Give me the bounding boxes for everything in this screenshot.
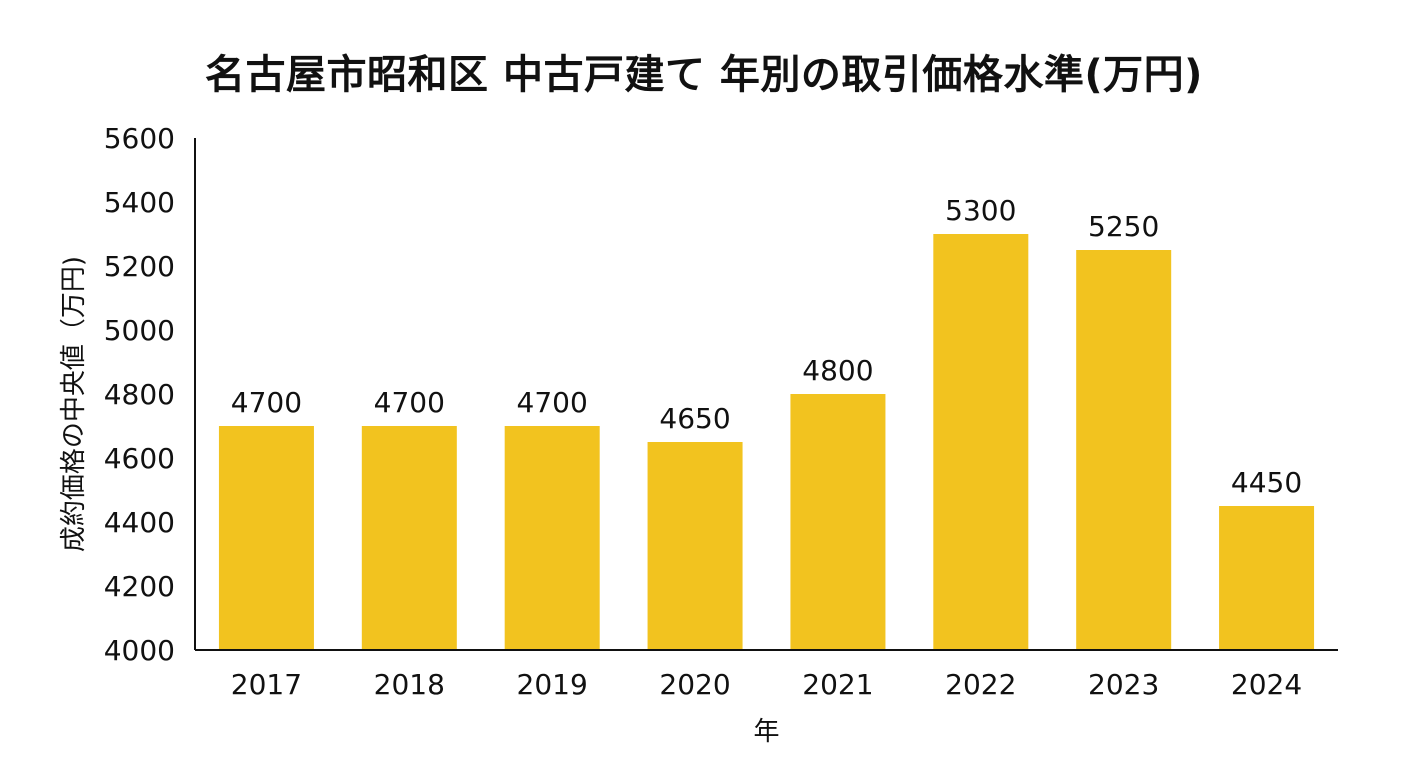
y-tick-label: 5000 <box>104 314 175 347</box>
x-axis-ticks: 2017 2018 2019 2020 2021 2022 2023 2024 <box>231 668 1302 701</box>
y-tick-label: 4200 <box>104 570 175 603</box>
bar-2020 <box>647 442 743 650</box>
y-tick-label: 5600 <box>104 122 175 155</box>
x-tick-label-2019: 2019 <box>517 668 588 701</box>
y-axis-ticks: 4000 4200 4400 4600 4800 5000 5200 5400 5600 <box>104 122 175 667</box>
bar-2022 <box>933 234 1029 650</box>
bar-2023 <box>1076 250 1172 650</box>
chart-title: 名古屋市昭和区 中古戸建て 年別の取引価格水準(万円) <box>205 52 1203 98</box>
bar-2018 <box>361 426 457 650</box>
x-axis-title: 年 <box>753 717 779 747</box>
x-tick-label-2022: 2022 <box>945 668 1016 701</box>
data-label-2019: 4700 <box>517 386 588 419</box>
y-tick-label: 4000 <box>104 634 175 667</box>
data-label-2018: 4700 <box>374 386 445 419</box>
x-tick-label-2021: 2021 <box>802 668 873 701</box>
x-tick-label-2017: 2017 <box>231 668 302 701</box>
x-tick-label-2024: 2024 <box>1231 668 1302 701</box>
y-tick-label: 5200 <box>104 250 175 283</box>
data-label-2020: 4650 <box>659 402 730 435</box>
y-tick-label: 5400 <box>104 186 175 219</box>
bars <box>218 234 1315 650</box>
data-label-2017: 4700 <box>231 386 302 419</box>
data-label-2023: 5250 <box>1088 210 1159 243</box>
bar-2017 <box>218 426 314 650</box>
data-labels: 4700 4700 4700 4650 4800 5300 5250 4450 <box>231 194 1302 499</box>
data-label-2024: 4450 <box>1231 466 1302 499</box>
data-label-2022: 5300 <box>945 194 1016 227</box>
bar-2021 <box>790 394 886 650</box>
bar-2024 <box>1219 506 1315 650</box>
y-axis-title: 成約価格の中央値（万円) <box>59 256 89 552</box>
data-label-2021: 4800 <box>802 354 873 387</box>
x-tick-label-2023: 2023 <box>1088 668 1159 701</box>
y-tick-label: 4400 <box>104 506 175 539</box>
y-tick-label: 4800 <box>104 378 175 411</box>
x-tick-label-2018: 2018 <box>374 668 445 701</box>
bar-2019 <box>504 426 600 650</box>
x-tick-label-2020: 2020 <box>659 668 730 701</box>
y-tick-label: 4600 <box>104 442 175 475</box>
